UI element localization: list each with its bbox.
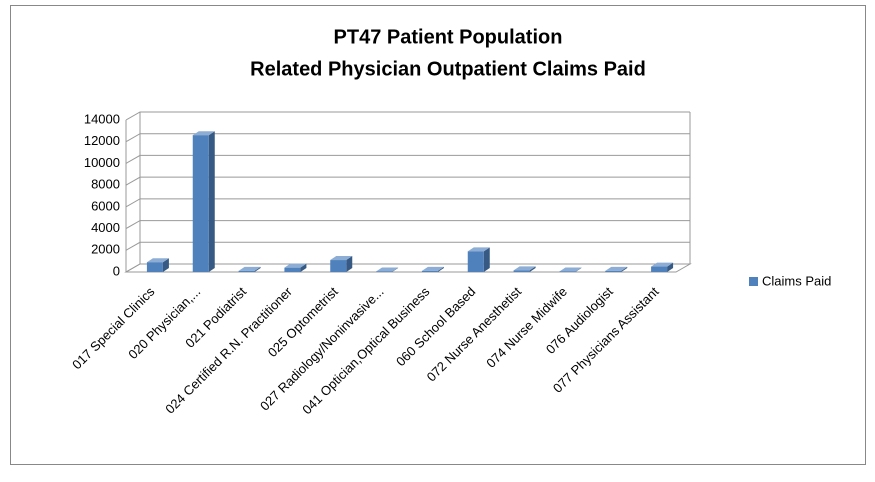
chart-subtitle: Related Physician Outpatient Claims Paid — [250, 58, 646, 80]
y-tick-label: 4000 — [91, 220, 120, 235]
grid-line — [125, 154, 690, 164]
bar — [146, 262, 163, 272]
bar — [467, 251, 484, 272]
bar — [192, 135, 209, 272]
y-tick-label: 14000 — [84, 111, 120, 126]
bar — [376, 271, 393, 272]
bar — [238, 270, 255, 272]
bar-side — [162, 258, 169, 272]
chart-title: PT47 Patient Population — [334, 26, 563, 48]
bar-side — [346, 256, 353, 272]
bar-top — [421, 266, 444, 271]
grid-line — [125, 263, 690, 273]
bar-top — [238, 266, 261, 271]
bar-side — [254, 266, 261, 272]
grid-line — [125, 220, 690, 230]
bar-top — [330, 256, 353, 261]
bar — [605, 270, 622, 272]
bar-side — [667, 262, 674, 272]
bar-side — [437, 266, 444, 272]
bar-side — [208, 131, 215, 272]
bar-top — [559, 267, 582, 272]
bar — [513, 270, 530, 272]
y-tick-label: 6000 — [91, 198, 120, 213]
y-tick-label: 0 — [113, 263, 120, 278]
bar-top — [651, 262, 674, 267]
grid-line — [125, 198, 690, 208]
y-tick-label: 8000 — [91, 177, 120, 192]
bar-side — [392, 267, 399, 272]
bar — [330, 260, 347, 272]
bar — [421, 270, 438, 272]
grid-line — [125, 111, 690, 121]
bar-side — [529, 266, 536, 272]
bar-top — [513, 266, 536, 271]
bar-side — [300, 263, 307, 272]
legend-label: Claims Paid — [762, 273, 831, 288]
grid-line — [125, 241, 690, 251]
chart-border — [10, 5, 866, 465]
y-tick-label: 10000 — [84, 155, 120, 170]
legend-swatch — [749, 277, 758, 286]
bar-top — [467, 247, 490, 252]
bar-top — [146, 258, 169, 263]
bar-side — [621, 266, 628, 272]
grid-line — [125, 133, 690, 143]
bar-top — [284, 263, 307, 268]
y-tick-label: 2000 — [91, 242, 120, 257]
grid-line — [125, 176, 690, 186]
bar-top — [376, 267, 399, 272]
bar — [559, 271, 576, 272]
y-tick-label: 12000 — [84, 133, 120, 148]
bar — [284, 267, 301, 272]
bar-top — [192, 131, 215, 136]
bar-side — [575, 267, 582, 272]
bar-top — [605, 266, 628, 271]
bar — [651, 266, 668, 272]
bar-side — [483, 247, 490, 272]
